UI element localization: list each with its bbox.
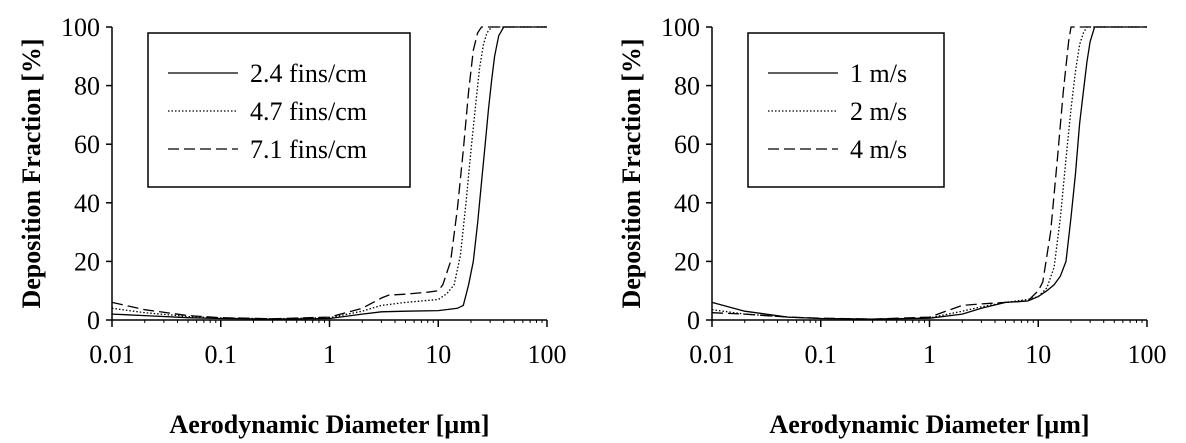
legend-box xyxy=(147,32,411,188)
x-axis-label: Aerodynamic Diameter [µm] xyxy=(169,410,489,439)
x-tick-label: 100 xyxy=(1128,340,1167,369)
legend-label: 2.4 fins/cm xyxy=(250,59,367,88)
series-line-2 xyxy=(711,26,1147,320)
y-tick-label: 100 xyxy=(661,13,700,42)
x-tick-label: 0.1 xyxy=(805,340,838,369)
y-tick-label: 20 xyxy=(74,247,100,276)
legend-label: 2 m/s xyxy=(850,97,907,126)
y-tick-label: 100 xyxy=(61,13,100,42)
y-tick-label: 60 xyxy=(74,130,100,159)
chart-2: 0 20 40 60 80 100 0.01 0.1 1 10 100 Aerodynamic Dia… xyxy=(617,13,1167,439)
y-tick-label: 60 xyxy=(674,130,700,159)
legend-box xyxy=(747,32,945,188)
y-axis-label: Deposition Fraction [%] xyxy=(617,38,646,308)
y-tick-label: 80 xyxy=(74,72,100,101)
x-tick-label: 10 xyxy=(425,340,451,369)
x-tick-label: 10 xyxy=(1025,340,1051,369)
x-tick-label: 0.01 xyxy=(689,340,735,369)
x-tick-label: 100 xyxy=(528,340,567,369)
x-axis-label: Aerodynamic Diameter [µm] xyxy=(769,410,1089,439)
x-tick-label: 1 xyxy=(923,340,936,369)
x-tick-label: 0.1 xyxy=(205,340,238,369)
legend-label: 7.1 fins/cm xyxy=(250,135,367,164)
legend-label: 4 m/s xyxy=(850,135,907,164)
x-tick-label: 1 xyxy=(323,340,336,369)
series-line-3 xyxy=(711,26,1147,320)
y-tick-label: 0 xyxy=(687,306,700,335)
y-tick-label: 40 xyxy=(74,189,100,218)
series-line-3 xyxy=(111,26,547,320)
x-tick-label: 0.01 xyxy=(89,340,135,369)
legend-label: 4.7 fins/cm xyxy=(250,97,367,126)
chart-1: 0 20 40 60 80 100 0.01 0.1 1 10 100 Aerodynamic Dia… xyxy=(17,13,567,439)
legend-label: 1 m/s xyxy=(850,59,907,88)
y-tick-label: 80 xyxy=(674,72,700,101)
y-tick-label: 0 xyxy=(87,306,100,335)
y-tick-label: 20 xyxy=(674,247,700,276)
series-line-2 xyxy=(111,26,547,320)
y-axis-label: Deposition Fraction [%] xyxy=(17,38,46,308)
y-tick-label: 40 xyxy=(674,189,700,218)
